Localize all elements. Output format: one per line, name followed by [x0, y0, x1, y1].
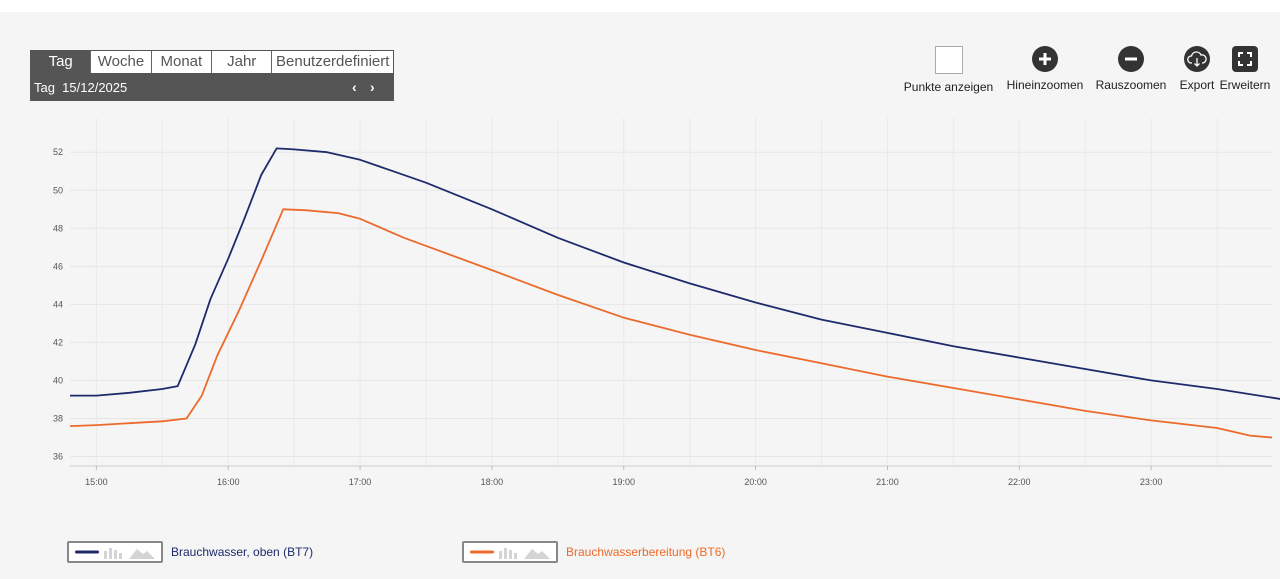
- show-points-label: Punkte anzeigen: [903, 80, 994, 94]
- chart-series: [69, 147, 1280, 439]
- tab-year[interactable]: Jahr: [212, 51, 273, 73]
- x-tick-label: 18:00: [481, 477, 504, 487]
- y-tick-label: 42: [53, 337, 63, 347]
- show-points-toggle[interactable]: Punkte anzeigen: [903, 46, 994, 94]
- y-tick-label: 36: [53, 451, 63, 461]
- tab-month[interactable]: Monat: [152, 51, 213, 73]
- expand-label: Erweitern: [1219, 78, 1271, 92]
- y-axis-ticks: 36 38 40 42 44 46 48 50 52: [53, 147, 63, 461]
- x-tick-label: 21:00: [876, 477, 899, 487]
- minus-icon: [1118, 46, 1144, 72]
- period-tabs: Tag Woche Monat Jahr Benutzerdefiniert: [30, 50, 394, 74]
- legend-swatch-bt7: [67, 541, 163, 563]
- legend-swatch-bt6: [462, 541, 558, 563]
- date-bar: Tag 15/12/2025 ‹ ›: [30, 74, 394, 101]
- tab-day[interactable]: Tag: [31, 51, 92, 73]
- cloud-download-icon: [1184, 46, 1210, 72]
- series-line-bt6: [69, 208, 1273, 439]
- tab-week[interactable]: Woche: [91, 51, 152, 73]
- export-button[interactable]: Export: [1177, 46, 1217, 92]
- legend-label-bt6: Brauchwasserbereitung (BT6): [566, 545, 726, 559]
- y-tick-label: 46: [53, 261, 63, 271]
- zoom-in-label: Hineinzoomen: [1006, 78, 1084, 92]
- y-tick-label: 44: [53, 299, 63, 309]
- export-label: Export: [1179, 78, 1215, 92]
- legend-item-bt6[interactable]: Brauchwasserbereitung (BT6): [462, 541, 725, 563]
- plus-icon: [1032, 46, 1058, 72]
- legend-item-bt7[interactable]: Brauchwasser, oben (BT7): [67, 541, 313, 563]
- y-tick-label: 38: [53, 413, 63, 423]
- y-tick-label: 40: [53, 375, 63, 385]
- legend-label-bt7: Brauchwasser, oben (BT7): [171, 545, 314, 559]
- y-tick-label: 48: [53, 223, 63, 233]
- x-axis-ticks: 15:00 16:00 17:00 18:00 19:00 20:00 21:00 22:00…: [85, 466, 1162, 487]
- date-label: Tag 15/12/2025: [34, 80, 128, 95]
- prev-period-button[interactable]: ‹: [352, 79, 357, 95]
- x-tick-label: 16:00: [217, 477, 240, 487]
- show-points-checkbox[interactable]: [934, 46, 963, 74]
- expand-button[interactable]: Erweitern: [1212, 46, 1278, 92]
- y-tick-label: 52: [53, 147, 63, 157]
- x-tick-label: 22:00: [1008, 477, 1031, 487]
- period-selector: Tag Woche Monat Jahr Benutzerdefiniert T…: [30, 50, 394, 102]
- zoom-in-button[interactable]: Hineinzoomen: [1005, 46, 1085, 92]
- x-tick-label: 19:00: [612, 477, 635, 487]
- x-tick-label: 20:00: [744, 477, 767, 487]
- x-tick-label: 23:00: [1140, 477, 1163, 487]
- x-tick-label: 15:00: [85, 477, 108, 487]
- chart-panel: [0, 12, 1280, 579]
- zoom-out-button[interactable]: Rauszoomen: [1095, 46, 1167, 92]
- y-tick-label: 50: [53, 185, 63, 195]
- fullscreen-icon: [1232, 46, 1258, 72]
- zoom-out-label: Rauszoomen: [1095, 78, 1167, 92]
- chart-grid: [70, 118, 1272, 467]
- x-tick-label: 17:00: [349, 477, 372, 487]
- series-line-bt7: [70, 147, 1280, 400]
- next-period-button[interactable]: ›: [370, 79, 375, 95]
- tab-custom[interactable]: Benutzerdefiniert: [276, 53, 390, 70]
